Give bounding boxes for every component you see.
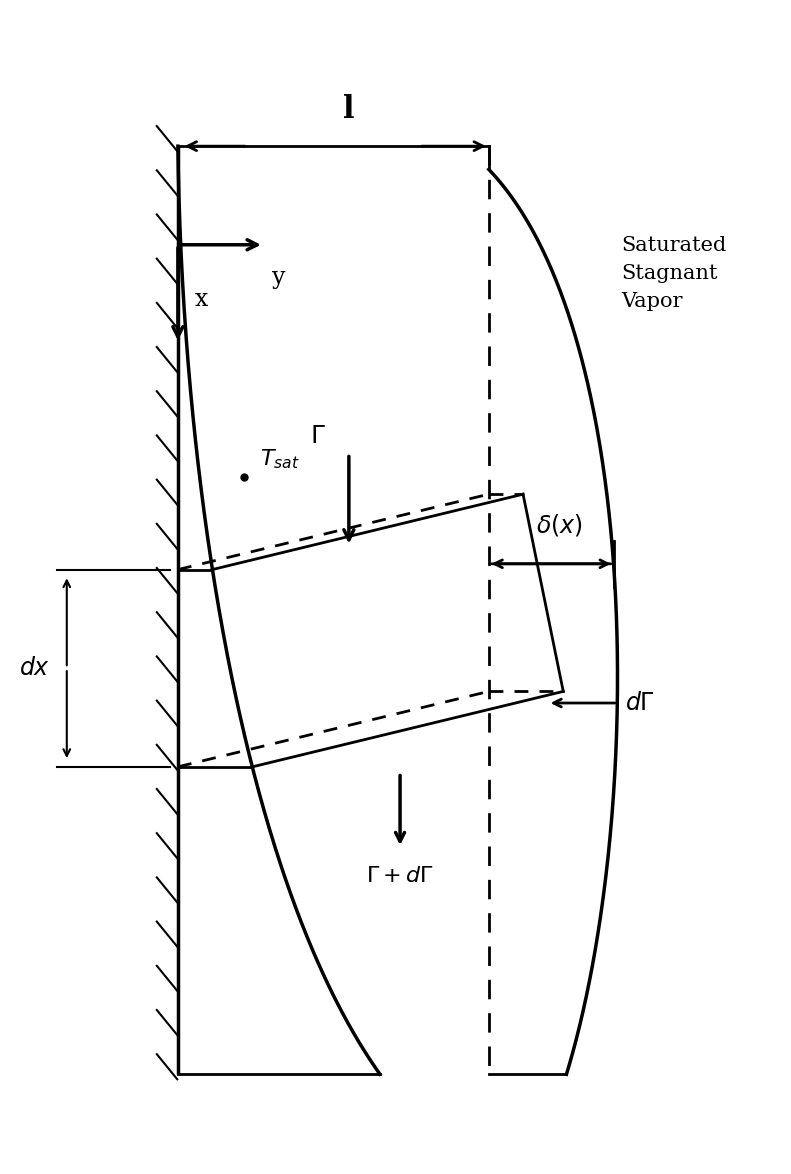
Text: $T_{sat}$: $T_{sat}$	[259, 447, 299, 471]
Text: x: x	[195, 288, 208, 310]
Text: Saturated
Stagnant
Vapor: Saturated Stagnant Vapor	[621, 236, 726, 311]
Text: $\delta(x)$: $\delta(x)$	[536, 512, 582, 538]
Text: $dx$: $dx$	[18, 656, 50, 680]
Text: $\Gamma$: $\Gamma$	[310, 425, 326, 447]
Text: l: l	[343, 94, 354, 126]
Text: y: y	[271, 265, 285, 289]
Text: $\Gamma + d\Gamma$: $\Gamma + d\Gamma$	[366, 865, 434, 888]
Text: $d\Gamma$: $d\Gamma$	[626, 691, 656, 715]
